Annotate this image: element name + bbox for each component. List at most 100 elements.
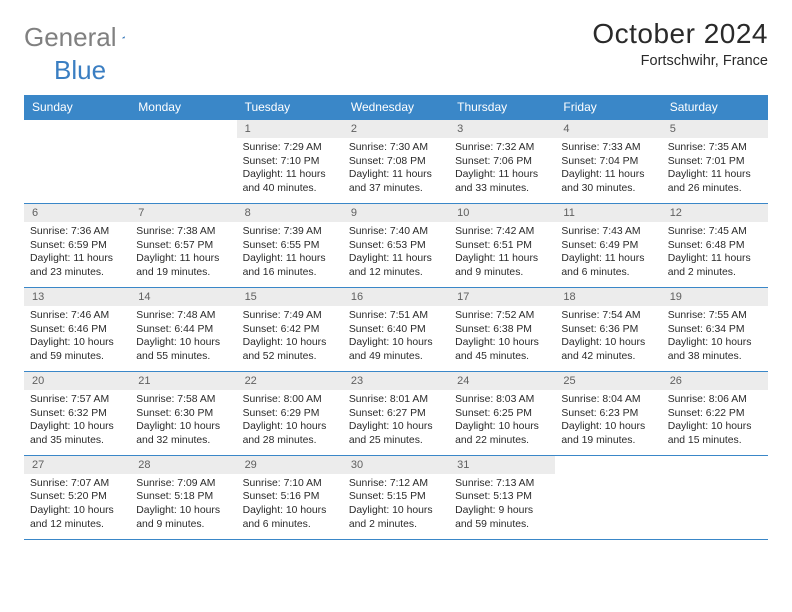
day-number: 21 (130, 372, 236, 390)
day-number: 6 (24, 204, 130, 222)
day-daylight: Daylight: 10 hours and 25 minutes. (349, 420, 443, 447)
day-body: Sunrise: 7:13 AMSunset: 5:13 PMDaylight:… (449, 474, 555, 539)
day-number: 12 (662, 204, 768, 222)
day-body: Sunrise: 7:58 AMSunset: 6:30 PMDaylight:… (130, 390, 236, 455)
day-daylight: Daylight: 9 hours and 59 minutes. (455, 504, 549, 531)
day-daylight: Daylight: 10 hours and 32 minutes. (136, 420, 230, 447)
day-number: 8 (237, 204, 343, 222)
day-body: Sunrise: 7:49 AMSunset: 6:42 PMDaylight:… (237, 306, 343, 371)
calendar-cell: 18Sunrise: 7:54 AMSunset: 6:36 PMDayligh… (555, 287, 661, 371)
day-sunset: Sunset: 6:30 PM (136, 407, 230, 421)
day-daylight: Daylight: 10 hours and 45 minutes. (455, 336, 549, 363)
day-sunset: Sunset: 7:04 PM (561, 155, 655, 169)
day-body: Sunrise: 7:54 AMSunset: 6:36 PMDaylight:… (555, 306, 661, 371)
day-number: 16 (343, 288, 449, 306)
day-number: 17 (449, 288, 555, 306)
calendar-cell: 25Sunrise: 8:04 AMSunset: 6:23 PMDayligh… (555, 371, 661, 455)
calendar-cell: 13Sunrise: 7:46 AMSunset: 6:46 PMDayligh… (24, 287, 130, 371)
day-number: 14 (130, 288, 236, 306)
day-sunset: Sunset: 6:53 PM (349, 239, 443, 253)
day-sunset: Sunset: 6:23 PM (561, 407, 655, 421)
day-daylight: Daylight: 11 hours and 33 minutes. (455, 168, 549, 195)
day-sunrise: Sunrise: 8:01 AM (349, 393, 443, 407)
calendar-cell: 31Sunrise: 7:13 AMSunset: 5:13 PMDayligh… (449, 455, 555, 539)
day-daylight: Daylight: 10 hours and 35 minutes. (30, 420, 124, 447)
day-sunset: Sunset: 6:40 PM (349, 323, 443, 337)
day-number: 28 (130, 456, 236, 474)
day-daylight: Daylight: 10 hours and 19 minutes. (561, 420, 655, 447)
day-sunrise: Sunrise: 7:09 AM (136, 477, 230, 491)
calendar-cell: 9Sunrise: 7:40 AMSunset: 6:53 PMDaylight… (343, 203, 449, 287)
day-sunrise: Sunrise: 7:43 AM (561, 225, 655, 239)
calendar-cell: 6Sunrise: 7:36 AMSunset: 6:59 PMDaylight… (24, 203, 130, 287)
day-daylight: Daylight: 11 hours and 6 minutes. (561, 252, 655, 279)
day-sunrise: Sunrise: 7:35 AM (668, 141, 762, 155)
calendar-cell: 1Sunrise: 7:29 AMSunset: 7:10 PMDaylight… (237, 120, 343, 204)
weekday-mon: Monday (130, 95, 236, 120)
day-number: 31 (449, 456, 555, 474)
day-number: 9 (343, 204, 449, 222)
day-daylight: Daylight: 10 hours and 6 minutes. (243, 504, 337, 531)
calendar-cell (555, 455, 661, 539)
calendar-cell: 23Sunrise: 8:01 AMSunset: 6:27 PMDayligh… (343, 371, 449, 455)
calendar-cell: 30Sunrise: 7:12 AMSunset: 5:15 PMDayligh… (343, 455, 449, 539)
calendar-cell (662, 455, 768, 539)
calendar-cell: 26Sunrise: 8:06 AMSunset: 6:22 PMDayligh… (662, 371, 768, 455)
day-body: Sunrise: 7:10 AMSunset: 5:16 PMDaylight:… (237, 474, 343, 539)
day-sunrise: Sunrise: 7:12 AM (349, 477, 443, 491)
weekday-thu: Thursday (449, 95, 555, 120)
calendar-week: 27Sunrise: 7:07 AMSunset: 5:20 PMDayligh… (24, 455, 768, 539)
calendar-cell: 12Sunrise: 7:45 AMSunset: 6:48 PMDayligh… (662, 203, 768, 287)
day-body: Sunrise: 7:42 AMSunset: 6:51 PMDaylight:… (449, 222, 555, 287)
day-body: Sunrise: 7:48 AMSunset: 6:44 PMDaylight:… (130, 306, 236, 371)
day-body: Sunrise: 7:39 AMSunset: 6:55 PMDaylight:… (237, 222, 343, 287)
day-sunset: Sunset: 6:48 PM (668, 239, 762, 253)
day-sunset: Sunset: 6:32 PM (30, 407, 124, 421)
weekday-sat: Saturday (662, 95, 768, 120)
day-daylight: Daylight: 10 hours and 15 minutes. (668, 420, 762, 447)
day-sunrise: Sunrise: 7:46 AM (30, 309, 124, 323)
day-number: 27 (24, 456, 130, 474)
day-sunrise: Sunrise: 7:10 AM (243, 477, 337, 491)
weekday-wed: Wednesday (343, 95, 449, 120)
day-sunset: Sunset: 6:22 PM (668, 407, 762, 421)
calendar-cell: 14Sunrise: 7:48 AMSunset: 6:44 PMDayligh… (130, 287, 236, 371)
day-sunrise: Sunrise: 8:00 AM (243, 393, 337, 407)
day-body: Sunrise: 7:51 AMSunset: 6:40 PMDaylight:… (343, 306, 449, 371)
day-sunset: Sunset: 6:42 PM (243, 323, 337, 337)
day-body: Sunrise: 7:43 AMSunset: 6:49 PMDaylight:… (555, 222, 661, 287)
location-label: Fortschwihr, France (592, 53, 768, 69)
day-body: Sunrise: 7:55 AMSunset: 6:34 PMDaylight:… (662, 306, 768, 371)
calendar-cell: 7Sunrise: 7:38 AMSunset: 6:57 PMDaylight… (130, 203, 236, 287)
day-daylight: Daylight: 11 hours and 12 minutes. (349, 252, 443, 279)
day-number: 10 (449, 204, 555, 222)
calendar-cell: 19Sunrise: 7:55 AMSunset: 6:34 PMDayligh… (662, 287, 768, 371)
day-sunrise: Sunrise: 7:55 AM (668, 309, 762, 323)
calendar-cell: 27Sunrise: 7:07 AMSunset: 5:20 PMDayligh… (24, 455, 130, 539)
day-sunrise: Sunrise: 7:33 AM (561, 141, 655, 155)
day-sunset: Sunset: 6:55 PM (243, 239, 337, 253)
calendar-cell: 28Sunrise: 7:09 AMSunset: 5:18 PMDayligh… (130, 455, 236, 539)
calendar-cell: 22Sunrise: 8:00 AMSunset: 6:29 PMDayligh… (237, 371, 343, 455)
day-number: 24 (449, 372, 555, 390)
day-daylight: Daylight: 11 hours and 26 minutes. (668, 168, 762, 195)
day-body: Sunrise: 7:38 AMSunset: 6:57 PMDaylight:… (130, 222, 236, 287)
day-sunrise: Sunrise: 7:58 AM (136, 393, 230, 407)
day-sunrise: Sunrise: 7:39 AM (243, 225, 337, 239)
day-number: 29 (237, 456, 343, 474)
brand-logo: General (24, 18, 146, 50)
day-daylight: Daylight: 10 hours and 59 minutes. (30, 336, 124, 363)
day-number: 4 (555, 120, 661, 138)
day-sunset: Sunset: 5:18 PM (136, 490, 230, 504)
day-daylight: Daylight: 10 hours and 52 minutes. (243, 336, 337, 363)
calendar-cell: 29Sunrise: 7:10 AMSunset: 5:16 PMDayligh… (237, 455, 343, 539)
calendar-cell: 15Sunrise: 7:49 AMSunset: 6:42 PMDayligh… (237, 287, 343, 371)
calendar-cell: 24Sunrise: 8:03 AMSunset: 6:25 PMDayligh… (449, 371, 555, 455)
day-daylight: Daylight: 11 hours and 2 minutes. (668, 252, 762, 279)
day-body: Sunrise: 7:33 AMSunset: 7:04 PMDaylight:… (555, 138, 661, 203)
day-number: 22 (237, 372, 343, 390)
calendar-cell: 10Sunrise: 7:42 AMSunset: 6:51 PMDayligh… (449, 203, 555, 287)
day-number: 30 (343, 456, 449, 474)
day-body: Sunrise: 7:36 AMSunset: 6:59 PMDaylight:… (24, 222, 130, 287)
day-body: Sunrise: 7:35 AMSunset: 7:01 PMDaylight:… (662, 138, 768, 203)
